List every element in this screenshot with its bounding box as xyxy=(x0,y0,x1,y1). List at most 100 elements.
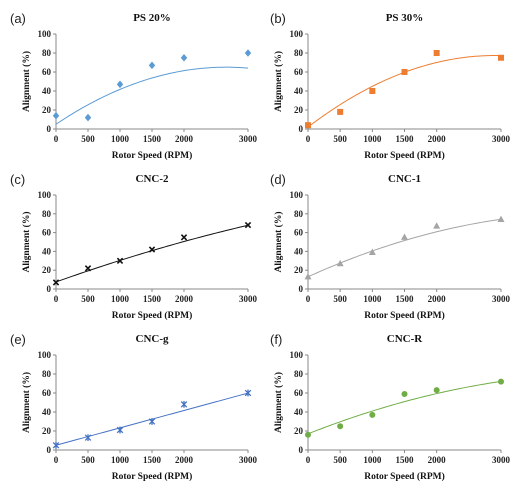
data-point xyxy=(305,431,311,438)
y-tick-label: 40 xyxy=(294,246,304,256)
trend-line xyxy=(307,380,502,435)
x-tick-label: 1000 xyxy=(111,134,130,144)
data-point xyxy=(244,389,252,397)
data-point xyxy=(84,113,92,122)
y-tick-label: 100 xyxy=(38,190,52,200)
x-tick-label: 1500 xyxy=(143,134,162,144)
y-tick-label: 20 xyxy=(42,105,52,115)
y-tick-label: 0 xyxy=(47,124,52,134)
x-tick-label: 500 xyxy=(81,134,95,144)
y-tick-label: 100 xyxy=(290,190,304,200)
chart-title: CNC-2 xyxy=(136,173,169,185)
data-point xyxy=(84,265,92,272)
data-point xyxy=(304,272,312,280)
y-tick-label: 60 xyxy=(294,67,304,77)
x-axis-label: Rotor Speed (RPM) xyxy=(364,310,445,321)
x-tick-label: 1000 xyxy=(111,455,130,465)
data-point xyxy=(180,234,188,241)
data-point xyxy=(433,222,441,229)
y-tick-label: 80 xyxy=(294,48,304,58)
x-tick-label: 3000 xyxy=(492,134,511,144)
data-point xyxy=(52,441,60,449)
y-tick-label: 100 xyxy=(38,350,52,360)
y-tick-label: 40 xyxy=(42,86,52,96)
data-point xyxy=(433,50,440,56)
x-axis-label: Rotor Speed (RPM) xyxy=(112,310,193,321)
y-tick-label: 80 xyxy=(42,48,52,58)
data-point xyxy=(498,378,504,385)
data-point xyxy=(401,69,408,75)
y-tick-label: 80 xyxy=(294,209,304,219)
data-point xyxy=(84,434,92,442)
y-tick-label: 80 xyxy=(42,369,52,379)
data-point xyxy=(244,49,252,57)
y-tick-label: 60 xyxy=(42,228,52,238)
chart-title: CNC-R xyxy=(387,333,423,345)
panel-tag: (d) xyxy=(270,172,286,187)
data-point xyxy=(180,401,188,408)
y-axis-label: Alignment (%) xyxy=(273,372,284,433)
y-tick-label: 100 xyxy=(290,350,304,360)
x-tick-label: 1000 xyxy=(363,294,382,304)
x-tick-label: 3000 xyxy=(492,294,511,304)
y-axis-label: Alignment (%) xyxy=(273,51,284,112)
data-point xyxy=(401,233,408,240)
x-tick-label: 2000 xyxy=(175,455,194,465)
y-tick-label: 60 xyxy=(42,388,52,398)
x-tick-label: 3000 xyxy=(492,455,511,465)
panel-tag: (a) xyxy=(10,11,26,26)
x-tick-label: 500 xyxy=(333,294,347,304)
x-tick-label: 1000 xyxy=(363,134,382,144)
y-tick-label: 80 xyxy=(42,209,52,219)
y-tick-label: 20 xyxy=(294,265,304,275)
data-point xyxy=(336,259,344,267)
y-tick-label: 0 xyxy=(299,445,304,455)
x-axis-label: Rotor Speed (RPM) xyxy=(364,471,445,482)
trend-line xyxy=(307,54,502,128)
x-tick-label: 2000 xyxy=(428,134,447,144)
x-tick-label: 0 xyxy=(306,294,311,304)
chart-title: CNC-1 xyxy=(388,173,421,185)
x-tick-label: 3000 xyxy=(239,455,258,465)
y-tick-label: 40 xyxy=(42,407,52,417)
x-tick-label: 2000 xyxy=(428,455,447,465)
x-tick-label: 0 xyxy=(306,455,311,465)
y-tick-label: 0 xyxy=(47,445,52,455)
data-point xyxy=(180,53,188,62)
y-tick-label: 60 xyxy=(42,67,52,77)
data-point xyxy=(498,54,504,61)
x-tick-label: 2000 xyxy=(175,294,194,304)
y-tick-label: 20 xyxy=(294,105,304,115)
data-point xyxy=(116,80,124,89)
x-axis-label: Rotor Speed (RPM) xyxy=(112,150,193,161)
x-tick-label: 1000 xyxy=(111,294,130,304)
data-point xyxy=(116,426,124,434)
y-tick-label: 80 xyxy=(294,369,304,379)
x-tick-label: 1500 xyxy=(396,294,415,304)
y-axis-label: Alignment (%) xyxy=(21,51,32,112)
y-axis-label: Alignment (%) xyxy=(21,372,32,433)
x-axis-label: Rotor Speed (RPM) xyxy=(364,150,445,161)
x-tick-label: 0 xyxy=(54,455,59,465)
data-point xyxy=(497,215,505,223)
data-point xyxy=(148,61,156,70)
data-point xyxy=(148,418,156,425)
trend-line xyxy=(307,218,502,278)
data-point xyxy=(401,390,408,397)
y-tick-label: 20 xyxy=(42,265,52,275)
x-tick-label: 3000 xyxy=(239,134,258,144)
y-tick-label: 0 xyxy=(47,284,52,294)
y-axis-label: Alignment (%) xyxy=(273,212,284,273)
data-point xyxy=(116,257,124,264)
data-point xyxy=(305,122,311,129)
x-tick-label: 1000 xyxy=(363,455,382,465)
x-tick-label: 500 xyxy=(81,294,95,304)
y-tick-label: 100 xyxy=(38,29,52,39)
y-tick-label: 100 xyxy=(290,29,304,39)
data-point xyxy=(369,411,376,418)
